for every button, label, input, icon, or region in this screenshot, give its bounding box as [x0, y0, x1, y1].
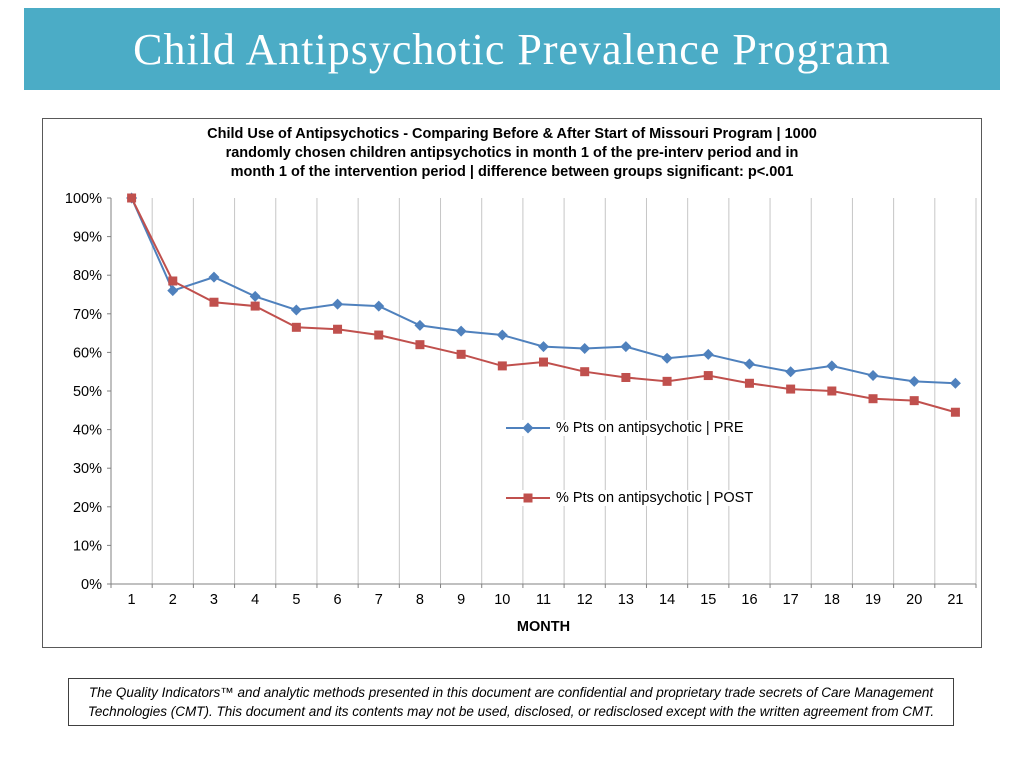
svg-text:15: 15	[700, 592, 716, 608]
svg-text:70%: 70%	[73, 307, 102, 323]
svg-text:30%: 30%	[73, 461, 102, 477]
legend-marker-pre-diamond-icon	[506, 422, 550, 434]
svg-text:13: 13	[618, 592, 634, 608]
svg-text:40%: 40%	[73, 423, 102, 439]
svg-text:9: 9	[457, 592, 465, 608]
svg-text:1: 1	[128, 592, 136, 608]
chart-title-line-3: month 1 of the intervention period | dif…	[230, 164, 794, 180]
series-post	[127, 193, 960, 417]
svg-text:17: 17	[783, 592, 799, 608]
confidentiality-text: The Quality Indicators™ and analytic met…	[87, 685, 935, 719]
legend-label-post: % Pts on antipsychotic | POST	[556, 490, 754, 506]
series-pre	[126, 192, 961, 389]
svg-text:80%: 80%	[73, 268, 102, 284]
confidentiality-notice: The Quality Indicators™ and analytic met…	[68, 678, 954, 726]
y-axis-labels: 100% 90% 80% 70% 60% 50% 40% 30% 20% 10% 0%	[65, 191, 102, 593]
svg-text:10: 10	[494, 592, 510, 608]
chart-title-line-1: Child Use of Antipsychotics - Comparing …	[207, 126, 817, 142]
svg-text:90%: 90%	[73, 230, 102, 246]
x-axis-labels: 1 2 3 4 5 6 7 8 9 10 11 12 13 14 15 16 17 18 19 20 21	[128, 592, 964, 608]
slide-title: Child Antipsychotic Prevalence Program	[133, 24, 891, 74]
svg-text:16: 16	[741, 592, 757, 608]
svg-text:19: 19	[865, 592, 881, 608]
svg-text:0%: 0%	[81, 577, 102, 593]
svg-text:12: 12	[577, 592, 593, 608]
svg-text:7: 7	[375, 592, 383, 608]
svg-text:18: 18	[824, 592, 840, 608]
svg-text:4: 4	[251, 592, 259, 608]
svg-text:6: 6	[334, 592, 342, 608]
svg-text:60%: 60%	[73, 345, 102, 361]
chart-title-line-2: randomly chosen children antipsychotics …	[225, 145, 799, 161]
legend-marker-post-square-icon	[506, 493, 550, 503]
svg-text:5: 5	[292, 592, 300, 608]
chart-title: Child Use of Antipsychotics - Comparing …	[43, 125, 981, 182]
x-axis-title: MONTH	[517, 619, 570, 635]
svg-text:14: 14	[659, 592, 675, 608]
svg-text:50%: 50%	[73, 384, 102, 400]
svg-text:11: 11	[536, 592, 551, 608]
plot-area: 100%90%80%70%60%50%40%30%20%10%0%1 2 3 4 5 6 7…	[65, 191, 977, 635]
axes	[107, 197, 977, 588]
svg-text:21: 21	[947, 592, 963, 608]
chart: Child Use of Antipsychotics - Comparing …	[42, 118, 982, 648]
legend-item-pre: % Pts on antipsychotic | PRE	[503, 420, 746, 436]
legend-item-post: % Pts on antipsychotic | POST	[503, 490, 756, 506]
svg-text:20: 20	[906, 592, 922, 608]
svg-text:2: 2	[169, 592, 177, 608]
svg-text:100%: 100%	[65, 191, 102, 207]
svg-text:8: 8	[416, 592, 424, 608]
svg-text:10%: 10%	[73, 538, 102, 554]
legend-label-pre: % Pts on antipsychotic | PRE	[556, 420, 744, 436]
gridlines	[110, 198, 977, 584]
slide-title-banner: Child Antipsychotic Prevalence Program	[24, 8, 1000, 90]
svg-text:3: 3	[210, 592, 218, 608]
svg-text:20%: 20%	[73, 500, 102, 516]
